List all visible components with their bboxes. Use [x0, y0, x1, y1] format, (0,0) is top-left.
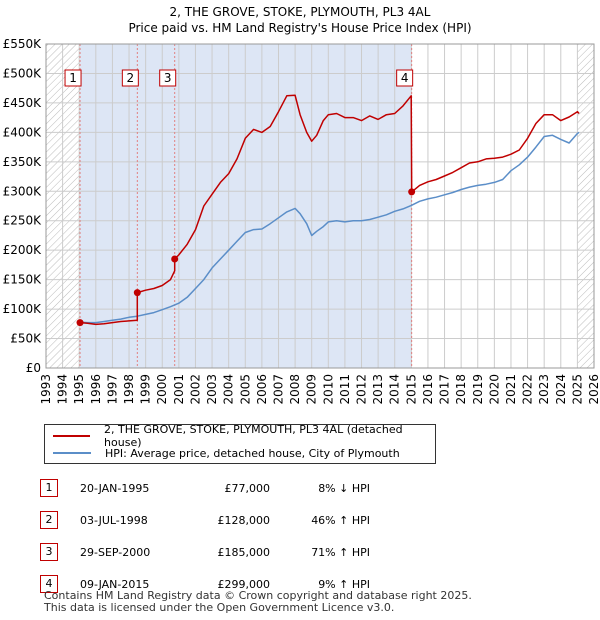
x-tick-label: 2025 [570, 374, 584, 405]
sale-date: 03-JUL-1998 [80, 513, 148, 527]
sale-date: 29-SEP-2000 [80, 545, 151, 559]
x-tick-label: 1998 [122, 374, 136, 405]
x-tick-label: 2016 [421, 374, 435, 405]
x-tick-label: 2015 [404, 374, 418, 405]
x-tick-label: 2022 [521, 374, 535, 405]
hatched-region [577, 44, 594, 368]
legend-item-property: 2, THE GROVE, STOKE, PLYMOUTH, PL3 4AL (… [53, 423, 435, 449]
table-row: 4 09-JAN-2015 £299,000 9% ↑ HPI [40, 568, 370, 600]
sale-price: £185,000 [217, 545, 271, 559]
y-tick-label: £0 [26, 361, 41, 375]
x-tick-label: 2026 [587, 374, 600, 405]
sale-hpi-diff: 46% ↑ HPI [311, 513, 370, 527]
x-tick-label: 2009 [305, 374, 319, 405]
legend-label-property: 2, THE GROVE, STOKE, PLYMOUTH, PL3 4AL (… [104, 423, 403, 449]
sale-number-badge: 1 [40, 479, 58, 497]
y-tick-label: £550K [3, 37, 43, 51]
sale-number-badge: 2 [40, 511, 58, 529]
y-tick-label: £50K [10, 332, 42, 346]
sale-point [171, 255, 179, 263]
sale-label-box [396, 69, 414, 87]
sale-label-number: 2 [127, 71, 135, 85]
legend-swatch-property [53, 435, 91, 437]
y-tick-label: £150K [3, 273, 43, 287]
legend-item-hpi: HPI: Average price, detached house, City… [53, 445, 400, 461]
sales-table: 1 20-JAN-1995 £77,000 8% ↓ HPI 2 03-JUL-… [40, 472, 370, 600]
y-tick-label: £500K [3, 66, 43, 80]
x-tick-label: 2011 [338, 374, 352, 405]
table-row: 3 29-SEP-2000 £185,000 71% ↑ HPI [40, 536, 370, 568]
chart-legend: 2, THE GROVE, STOKE, PLYMOUTH, PL3 4AL (… [44, 423, 436, 464]
sale-point [76, 319, 84, 327]
sale-hpi-diff: 8% ↓ HPI [318, 481, 370, 495]
legend-swatch-hpi [53, 452, 91, 454]
title-line-2: Price paid vs. HM Land Registry's House … [128, 21, 472, 35]
x-tick-label: 1996 [89, 374, 103, 405]
footer-attribution: Contains HM Land Registry data © Crown c… [44, 590, 472, 614]
sale-label-box [121, 69, 139, 87]
x-tick-label: 2013 [371, 374, 385, 405]
x-tick-label: 2012 [355, 374, 369, 405]
y-tick-label: £400K [3, 125, 43, 139]
x-tick-label: 2020 [487, 374, 501, 405]
y-tick-label: £200K [3, 243, 43, 257]
sale-hpi-diff: 71% ↑ HPI [311, 545, 370, 559]
sale-date: 20-JAN-1995 [80, 481, 150, 495]
y-tick-label: £250K [3, 214, 43, 228]
x-tick-label: 1994 [56, 374, 70, 405]
shaded-region [80, 44, 412, 368]
y-tick-label: £100K [3, 302, 43, 316]
x-tick-label: 2008 [288, 374, 302, 405]
sale-price: £77,000 [224, 481, 271, 495]
x-tick-label: 2002 [188, 374, 202, 405]
x-tick-label: 1999 [139, 374, 153, 405]
series-line-hpi [79, 131, 580, 324]
sale-label-number: 3 [164, 71, 172, 85]
table-row: 1 20-JAN-1995 £77,000 8% ↓ HPI [40, 472, 370, 504]
x-tick-label: 2018 [454, 374, 468, 405]
x-tick-label: 2003 [205, 374, 219, 405]
x-tick-label: 1997 [105, 374, 119, 405]
x-tick-label: 2007 [271, 374, 285, 405]
sale-label-box [159, 69, 177, 87]
sale-label-number: 4 [401, 71, 409, 85]
x-tick-label: 2001 [172, 374, 186, 405]
x-tick-label: 2014 [388, 374, 402, 405]
x-tick-label: 2006 [255, 374, 269, 405]
sale-label-box [64, 69, 82, 87]
x-tick-label: 2010 [321, 374, 335, 405]
footer-line-2: This data is licensed under the Open Gov… [44, 601, 395, 614]
x-tick-label: 2004 [222, 374, 236, 405]
x-tick-label: 2023 [537, 374, 551, 405]
plot-frame [45, 43, 595, 369]
y-tick-label: £450K [3, 96, 43, 110]
sale-hpi-diff: 9% ↑ HPI [318, 577, 370, 591]
y-tick-label: £350K [3, 155, 43, 169]
title-line-1: 2, THE GROVE, STOKE, PLYMOUTH, PL3 4AL [169, 5, 431, 19]
x-tick-label: 2024 [554, 374, 568, 405]
x-tick-label: 2017 [438, 374, 452, 405]
x-tick-label: 1993 [39, 374, 53, 405]
footer-line-1: Contains HM Land Registry data © Crown c… [44, 589, 472, 602]
sale-number-badge: 4 [40, 575, 58, 593]
sale-price: £128,000 [217, 513, 271, 527]
legend-label-hpi: HPI: Average price, detached house, City… [105, 446, 400, 460]
x-tick-label: 2019 [471, 374, 485, 405]
sale-label-number: 1 [69, 71, 77, 85]
chart-title: 2, THE GROVE, STOKE, PLYMOUTH, PL3 4AL P… [0, 4, 600, 36]
sale-point [133, 289, 141, 297]
price-chart: 1 2 3 4 £0 £50K £100K £150K £200K £250K £300K £350… [3, 37, 600, 405]
series-line-property [79, 94, 580, 326]
sale-point [408, 188, 416, 196]
x-tick-label: 2021 [504, 374, 518, 405]
sale-date: 09-JAN-2015 [80, 577, 150, 591]
sale-price: £299,000 [217, 577, 271, 591]
x-tick-label: 2005 [238, 374, 252, 405]
x-tick-label: 1995 [72, 374, 86, 405]
x-tick-label: 2000 [155, 374, 169, 405]
y-tick-label: £300K [3, 184, 43, 198]
sale-number-badge: 3 [40, 543, 58, 561]
table-row: 2 03-JUL-1998 £128,000 46% ↑ HPI [40, 504, 370, 536]
